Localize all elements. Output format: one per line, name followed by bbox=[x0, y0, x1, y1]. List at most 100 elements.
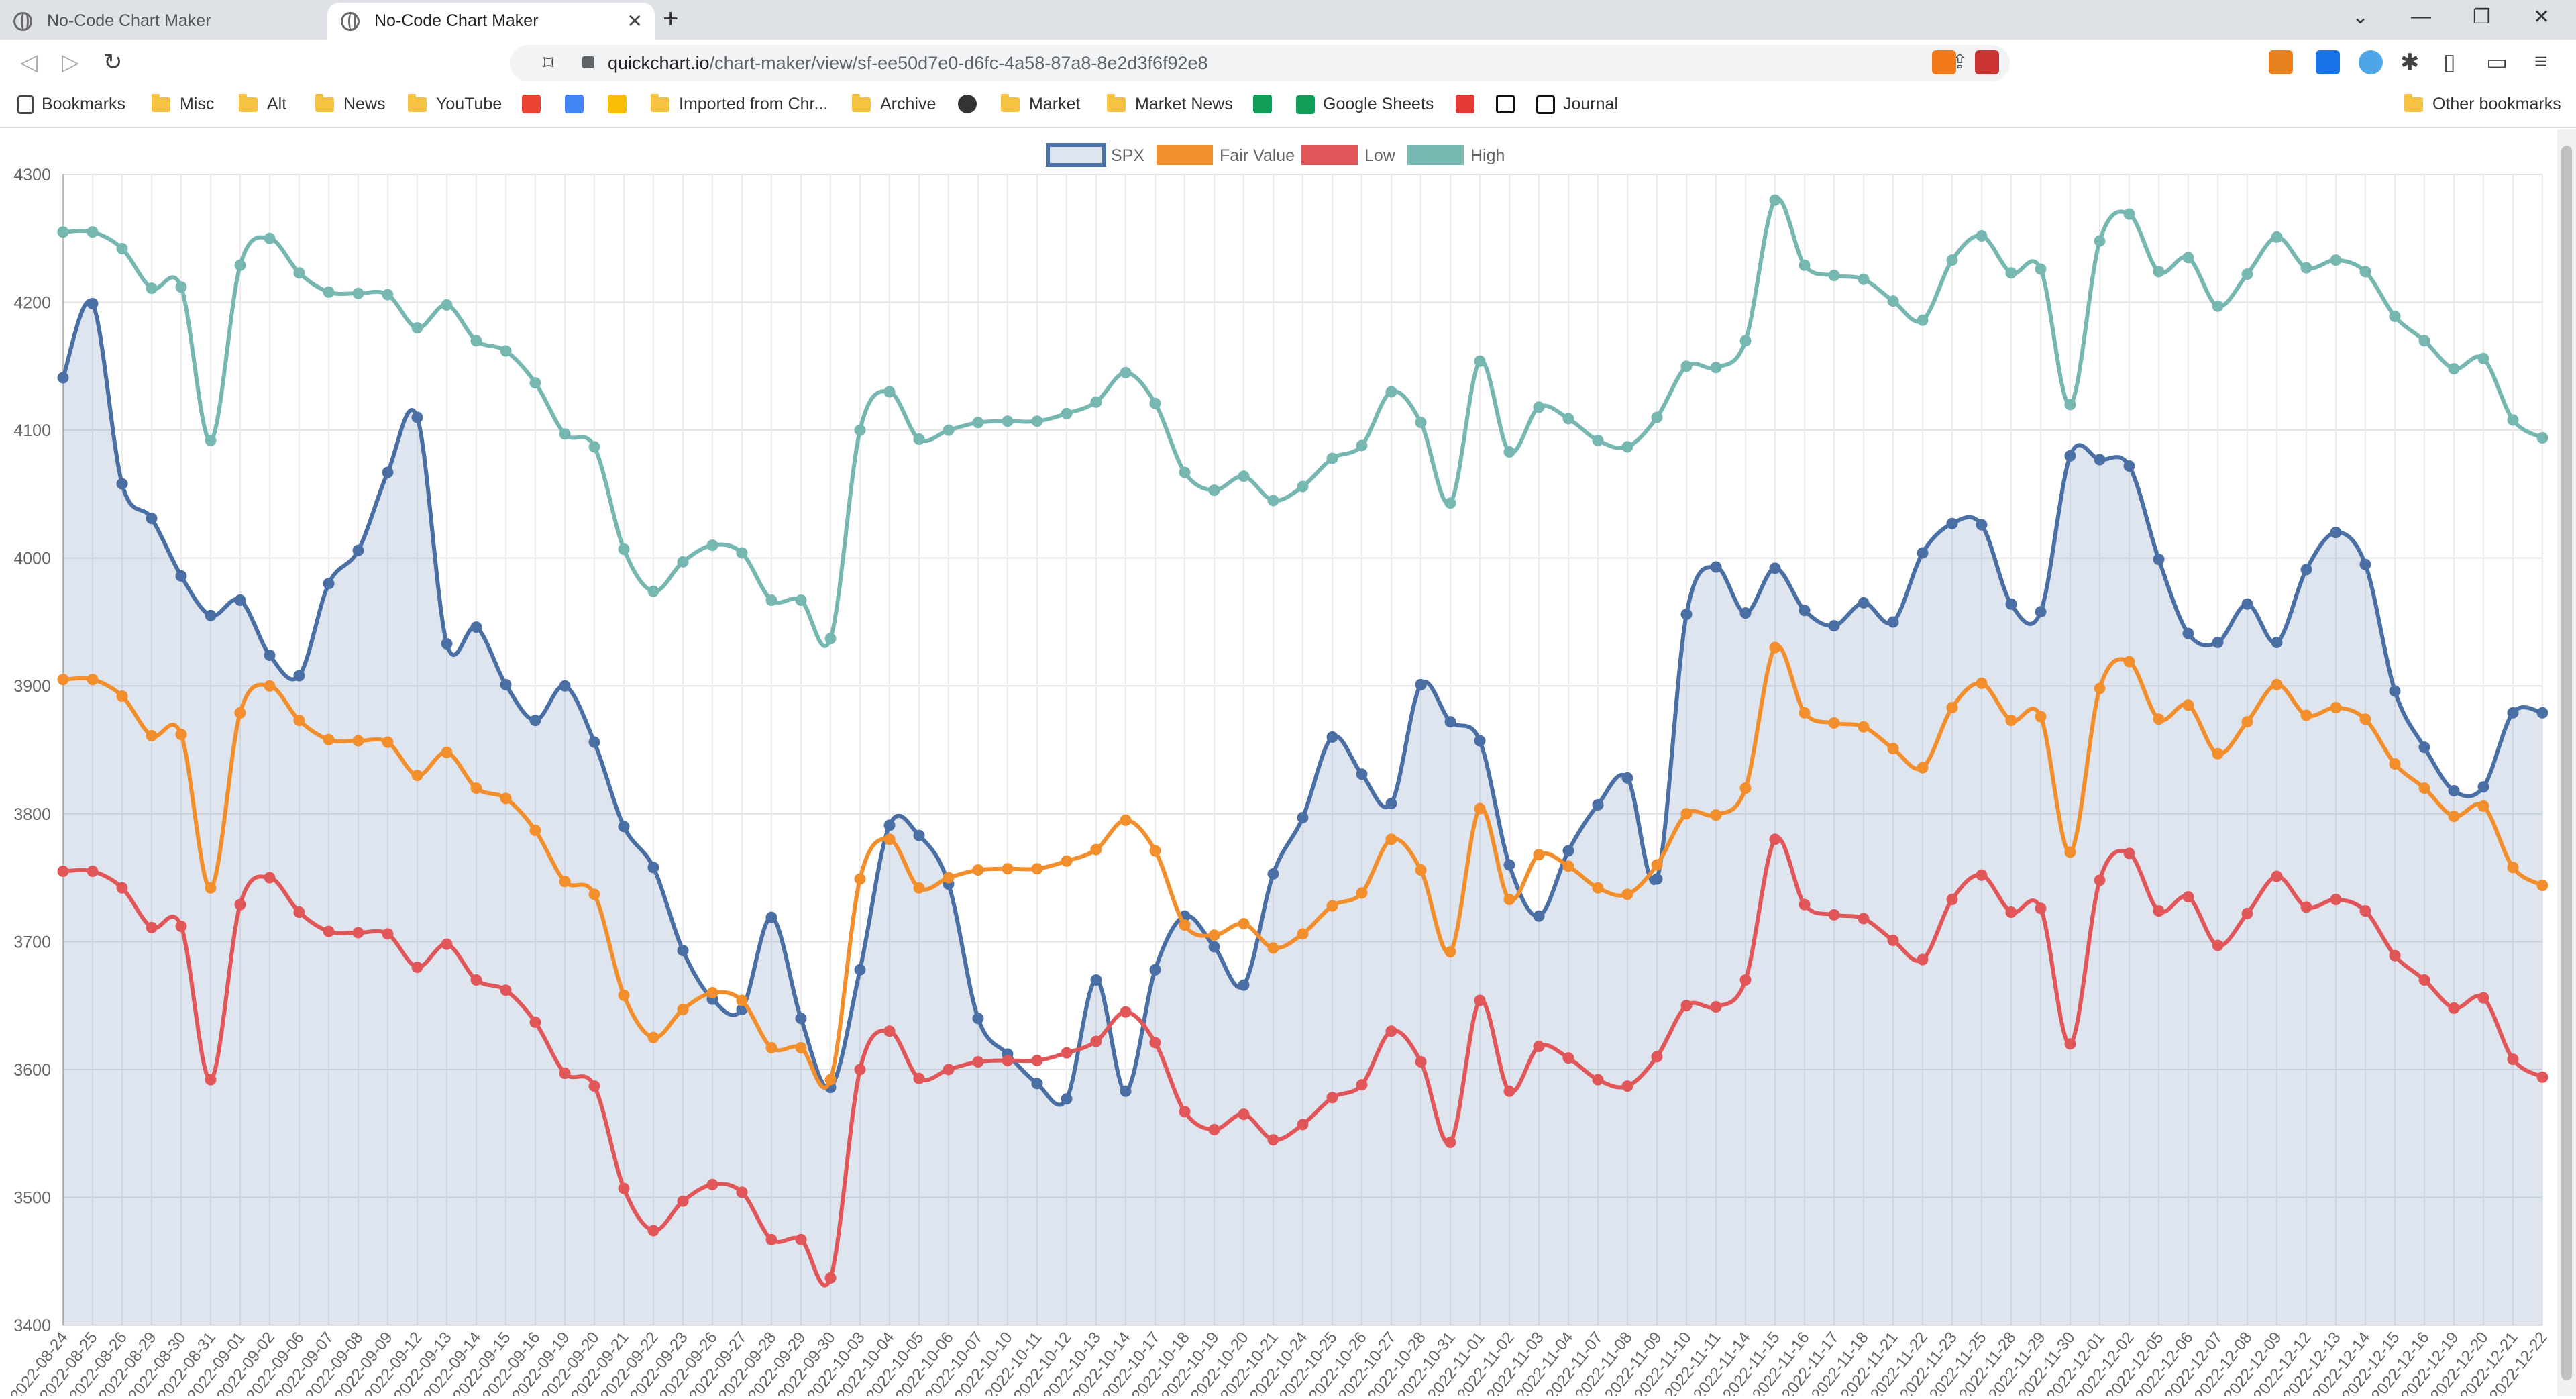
data-point-fair[interactable] bbox=[2094, 682, 2106, 694]
data-point-spx[interactable] bbox=[795, 1013, 807, 1025]
data-point-fair[interactable] bbox=[1680, 808, 1693, 820]
data-point-high[interactable] bbox=[2005, 267, 2017, 279]
data-point-spx[interactable] bbox=[913, 829, 925, 841]
data-point-high[interactable] bbox=[1533, 401, 1545, 413]
data-point-fair[interactable] bbox=[972, 864, 984, 876]
brave-shield-icon[interactable] bbox=[1932, 50, 1956, 74]
data-point-fair[interactable] bbox=[1799, 707, 1811, 719]
data-point-fair[interactable] bbox=[824, 1074, 837, 1086]
data-point-spx[interactable] bbox=[411, 411, 423, 423]
data-point-low[interactable] bbox=[2300, 901, 2312, 913]
bookmark-alt[interactable]: Alt bbox=[239, 93, 286, 114]
data-point-fair[interactable] bbox=[706, 987, 718, 999]
page-scrollbar[interactable] bbox=[2557, 129, 2576, 1396]
data-point-spx[interactable] bbox=[1503, 859, 1515, 871]
data-point-fair[interactable] bbox=[1061, 855, 1073, 867]
data-point-low[interactable] bbox=[2418, 974, 2430, 986]
sidebar-icon[interactable]: ▯ bbox=[2443, 50, 2456, 75]
data-point-low[interactable] bbox=[706, 1178, 718, 1190]
data-point-fair[interactable] bbox=[382, 736, 394, 748]
data-point-fair[interactable] bbox=[87, 674, 99, 686]
data-point-low[interactable] bbox=[1326, 1092, 1338, 1104]
data-point-low[interactable] bbox=[1562, 1052, 1574, 1064]
data-point-high[interactable] bbox=[382, 289, 394, 301]
data-point-low[interactable] bbox=[1769, 833, 1781, 845]
data-point-low[interactable] bbox=[1002, 1055, 1014, 1067]
tab-search-icon[interactable]: ⌄ bbox=[2352, 6, 2369, 28]
address-bar[interactable]: ⌑ quickchart.io/chart-maker/view/sf-ee50… bbox=[510, 45, 2010, 81]
data-point-low[interactable] bbox=[1031, 1055, 1043, 1067]
extension-icon[interactable] bbox=[2359, 50, 2383, 74]
data-point-fair[interactable] bbox=[1415, 864, 1427, 876]
bookmark-imported[interactable]: Imported from Chr... bbox=[651, 93, 828, 114]
data-point-fair[interactable] bbox=[618, 989, 630, 1001]
data-point-fair[interactable] bbox=[293, 715, 305, 727]
bookmark-notion[interactable] bbox=[1496, 95, 1523, 113]
data-point-high[interactable] bbox=[1562, 413, 1574, 425]
data-point-high[interactable] bbox=[765, 594, 777, 607]
data-point-low[interactable] bbox=[2005, 906, 2017, 919]
data-point-spx[interactable] bbox=[470, 621, 482, 633]
data-point-high[interactable] bbox=[706, 539, 718, 552]
data-point-high[interactable] bbox=[736, 547, 748, 559]
data-point-spx[interactable] bbox=[1621, 772, 1633, 784]
data-point-spx[interactable] bbox=[1385, 798, 1397, 810]
scrollbar-thumb[interactable] bbox=[2561, 146, 2572, 1380]
data-point-spx[interactable] bbox=[1444, 716, 1456, 728]
bookmark-icon[interactable]: ⌑ bbox=[543, 52, 554, 74]
data-point-high[interactable] bbox=[1651, 411, 1663, 423]
data-point-spx[interactable] bbox=[2359, 558, 2371, 570]
data-point-high[interactable] bbox=[1149, 397, 1161, 409]
data-point-fair[interactable] bbox=[264, 680, 276, 692]
data-point-spx[interactable] bbox=[323, 578, 335, 590]
data-point-high[interactable] bbox=[205, 434, 217, 446]
data-point-low[interactable] bbox=[500, 984, 512, 996]
data-point-high[interactable] bbox=[795, 594, 807, 607]
back-icon[interactable]: ◁ bbox=[20, 50, 38, 75]
bookmark-youtube[interactable]: YouTube bbox=[408, 93, 502, 114]
data-point-high[interactable] bbox=[57, 226, 69, 238]
data-point-high[interactable] bbox=[2182, 252, 2194, 264]
wallet-icon[interactable]: ▭ bbox=[2486, 50, 2508, 75]
data-point-spx[interactable] bbox=[1297, 811, 1309, 823]
data-point-spx[interactable] bbox=[1887, 616, 1899, 628]
bookmark-sheets-1[interactable] bbox=[1253, 95, 1280, 113]
data-point-spx[interactable] bbox=[1946, 517, 1958, 529]
data-point-low[interactable] bbox=[57, 866, 69, 878]
data-point-spx[interactable] bbox=[2389, 685, 2401, 697]
data-point-fair[interactable] bbox=[2448, 811, 2460, 823]
data-point-low[interactable] bbox=[1887, 934, 1899, 946]
data-point-high[interactable] bbox=[1179, 466, 1191, 478]
data-point-low[interactable] bbox=[1799, 898, 1811, 911]
data-point-high[interactable] bbox=[1120, 366, 1132, 378]
bookmark-gmail[interactable] bbox=[522, 95, 549, 113]
data-point-spx[interactable] bbox=[559, 680, 571, 692]
data-point-high[interactable] bbox=[293, 267, 305, 279]
data-point-fair[interactable] bbox=[57, 674, 69, 686]
data-point-spx[interactable] bbox=[175, 570, 187, 582]
data-point-fair[interactable] bbox=[1179, 919, 1191, 931]
data-point-low[interactable] bbox=[441, 938, 453, 950]
data-point-fair[interactable] bbox=[2271, 678, 2283, 690]
data-point-fair[interactable] bbox=[2182, 699, 2194, 711]
data-point-spx[interactable] bbox=[529, 715, 541, 727]
data-point-high[interactable] bbox=[2389, 311, 2401, 323]
url-text[interactable]: quickchart.io/chart-maker/view/sf-ee50d7… bbox=[608, 52, 1208, 73]
data-point-high[interactable] bbox=[2536, 432, 2548, 444]
data-point-low[interactable] bbox=[1503, 1085, 1515, 1097]
data-point-spx[interactable] bbox=[765, 911, 777, 923]
data-point-high[interactable] bbox=[1474, 355, 1486, 367]
bookmark-journal[interactable]: Journal bbox=[1536, 95, 1618, 114]
data-point-low[interactable] bbox=[943, 1064, 955, 1076]
data-point-low[interactable] bbox=[1061, 1047, 1073, 1059]
data-point-high[interactable] bbox=[1887, 295, 1899, 307]
data-point-fair[interactable] bbox=[146, 730, 158, 742]
data-point-fair[interactable] bbox=[1474, 802, 1486, 815]
data-point-low[interactable] bbox=[323, 925, 335, 937]
data-point-high[interactable] bbox=[1799, 259, 1811, 271]
data-point-spx[interactable] bbox=[146, 513, 158, 525]
data-point-high[interactable] bbox=[1858, 273, 1870, 285]
data-point-fair[interactable] bbox=[1120, 814, 1132, 826]
bookmark-other[interactable]: Other bookmarks bbox=[2404, 93, 2561, 114]
restore-icon[interactable]: ❐ bbox=[2473, 6, 2491, 28]
